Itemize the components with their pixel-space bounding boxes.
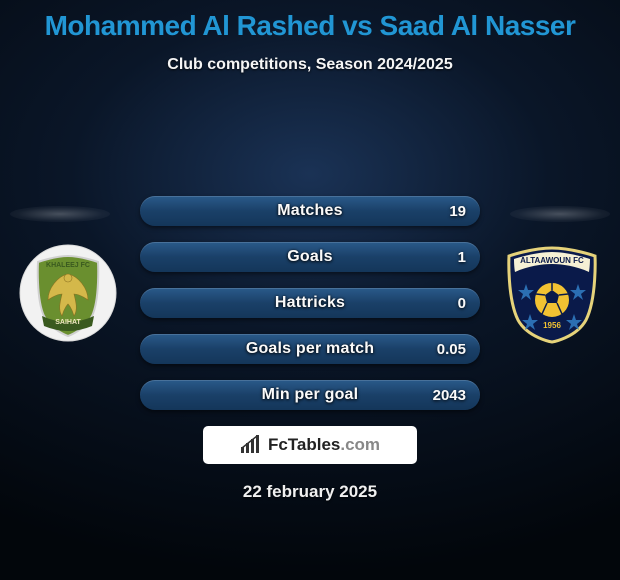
stat-label: Goals per match (246, 340, 374, 358)
brand-name: FcTables (268, 435, 340, 454)
stat-value-right: 0.05 (437, 334, 466, 364)
stat-row-min-per-goal: Min per goal 2043 (140, 380, 480, 410)
bar-chart-icon (240, 435, 262, 455)
crest-top-text: KHALEEJ FC (46, 262, 90, 269)
stat-label: Min per goal (262, 386, 359, 404)
comparison-area: KHALEEJ FC SAIHAT ALTAAWOUN FC (0, 74, 620, 554)
date-text: 22 february 2025 (140, 482, 480, 502)
crest-year: 1956 (543, 321, 561, 330)
team-badge-right: ALTAAWOUN FC 1956 (502, 244, 602, 344)
khaleej-crest-icon: KHALEEJ FC SAIHAT (18, 244, 118, 344)
stat-row-hattricks: Hattricks 0 (140, 288, 480, 318)
page-title: Mohammed Al Rashed vs Saad Al Nasser (0, 0, 620, 42)
stat-value-right: 1 (458, 242, 466, 272)
brand-text: FcTables.com (268, 435, 380, 455)
brand-box: FcTables.com (203, 426, 417, 464)
badge-shadow-right (510, 206, 610, 222)
stat-label: Hattricks (275, 294, 345, 312)
badge-shadow-left (10, 206, 110, 222)
stat-value-right: 19 (449, 196, 466, 226)
stat-value-right: 0 (458, 288, 466, 318)
brand-suffix: .com (340, 435, 380, 454)
stat-label: Matches (277, 202, 342, 220)
stats-column: Matches 19 Goals 1 Hattricks 0 Goals per… (140, 196, 480, 502)
stat-value-right: 2043 (433, 380, 466, 410)
stat-row-goals-per-match: Goals per match 0.05 (140, 334, 480, 364)
stat-label: Goals (287, 248, 332, 266)
team-badge-left: KHALEEJ FC SAIHAT (18, 244, 118, 344)
altaawoun-crest-icon: ALTAAWOUN FC 1956 (502, 244, 602, 344)
crest-ring-text: ALTAAWOUN FC (520, 256, 584, 265)
crest-ribbon-text: SAIHAT (55, 319, 81, 326)
subtitle: Club competitions, Season 2024/2025 (0, 56, 620, 74)
stat-row-goals: Goals 1 (140, 242, 480, 272)
stat-row-matches: Matches 19 (140, 196, 480, 226)
